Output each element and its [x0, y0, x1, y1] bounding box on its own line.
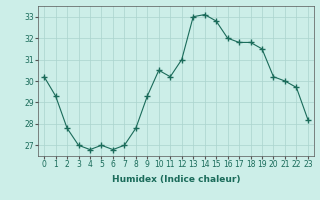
X-axis label: Humidex (Indice chaleur): Humidex (Indice chaleur)	[112, 175, 240, 184]
